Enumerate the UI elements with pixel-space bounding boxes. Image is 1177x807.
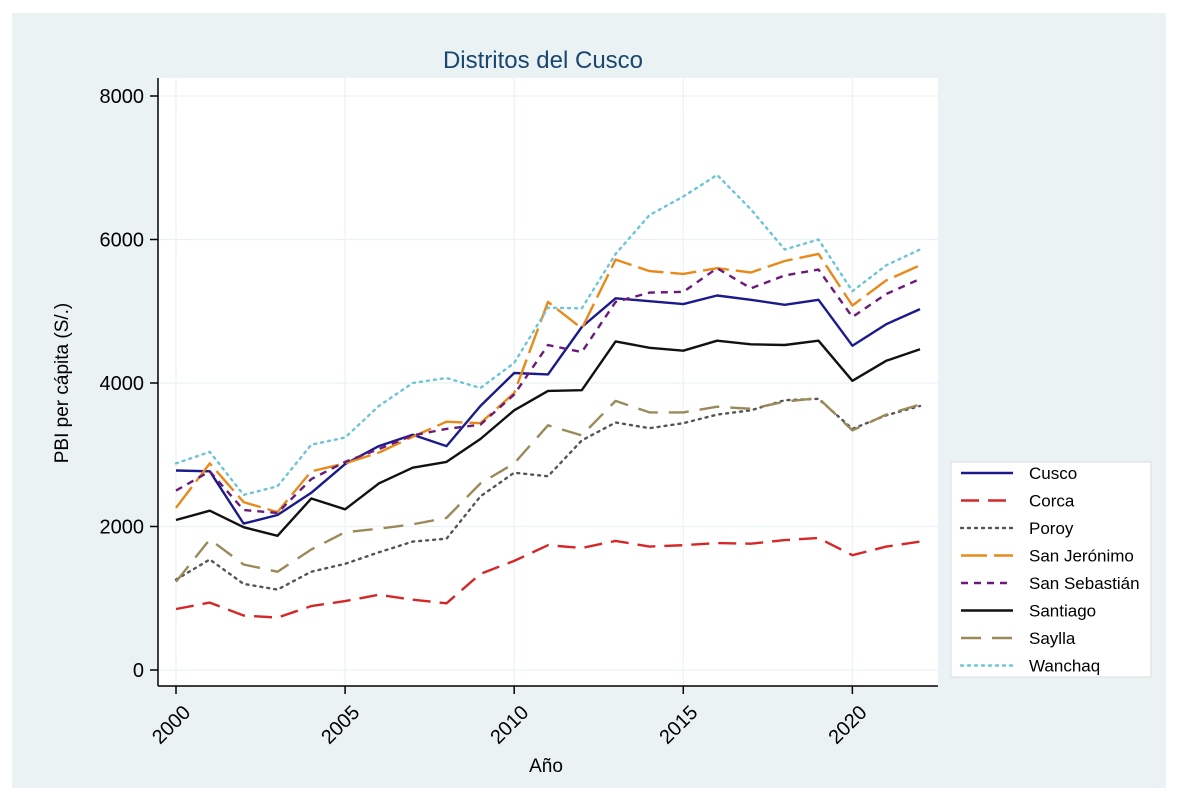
x-axis-label: Año <box>529 756 563 777</box>
plot-area <box>158 78 938 686</box>
y-tick-label: 2000 <box>100 517 145 539</box>
y-axis-label: PBI per cápita (S/.) <box>52 303 73 464</box>
legend-item: Saylla <box>961 629 1076 648</box>
y-tick-label: 6000 <box>100 230 145 252</box>
series-line-saylla <box>175 396 921 583</box>
legend-box <box>950 461 1152 678</box>
y-tick-label: 8000 <box>100 86 145 108</box>
legend-item: Santiago <box>961 602 1096 621</box>
legend-label: Cusco <box>1029 464 1077 483</box>
series-line-santiago <box>175 339 921 537</box>
y-tick-label: 4000 <box>100 373 145 395</box>
legend-item: San Jerónimo <box>961 547 1134 566</box>
series-line-san-jer-nimo <box>175 252 921 514</box>
legend-label: Poroy <box>1029 519 1074 538</box>
series-lines <box>174 173 922 619</box>
legend-item: San Sebastián <box>961 574 1140 593</box>
series-line-cusco <box>175 294 921 525</box>
chart-title: Distritos del Cusco <box>443 47 643 74</box>
legend-item: Wanchaq <box>959 657 1100 676</box>
series-line-san-sebasti-n <box>175 267 921 515</box>
legend-label: San Sebastián <box>1029 574 1140 593</box>
legend-item: Cusco <box>961 464 1077 483</box>
legend-label: Santiago <box>1029 602 1096 621</box>
legend: Cusco Corca Poroy San Jerónimo San Sebastián… <box>950 461 1152 678</box>
legend-label: San Jerónimo <box>1029 547 1134 566</box>
grid-lines <box>158 78 938 686</box>
legend-item: Corca <box>961 492 1075 511</box>
series-line-wanchaq <box>174 173 922 497</box>
legend-label: Corca <box>1029 492 1075 511</box>
y-tick-label: 0 <box>133 660 144 682</box>
legend-label: Wanchaq <box>1029 657 1100 676</box>
series-line-corca <box>175 536 921 619</box>
legend-label: Saylla <box>1029 629 1076 648</box>
legend-item: Poroy <box>959 519 1074 538</box>
